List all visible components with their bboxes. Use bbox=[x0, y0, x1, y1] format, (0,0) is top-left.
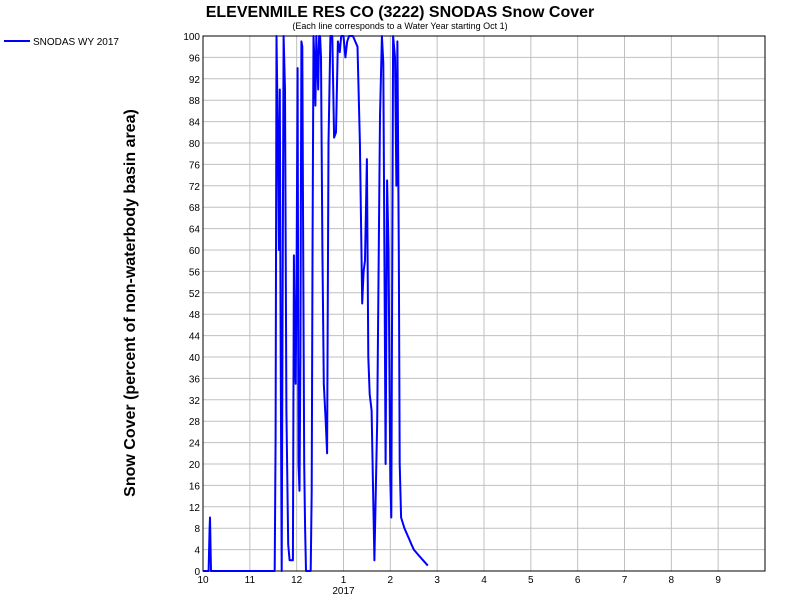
y-tick-label: 8 bbox=[194, 524, 200, 535]
y-tick-label: 48 bbox=[189, 310, 201, 321]
x-tick-label: 1 bbox=[341, 575, 347, 586]
y-tick-label: 92 bbox=[189, 75, 201, 86]
y-tick-label: 84 bbox=[189, 118, 201, 129]
y-tick-label: 88 bbox=[189, 96, 201, 107]
y-tick-label: 24 bbox=[189, 439, 201, 450]
y-tick-label: 20 bbox=[189, 460, 201, 471]
chart-subtitle: (Each line corresponds to a Water Year s… bbox=[292, 21, 507, 31]
y-tick-label: 12 bbox=[189, 503, 201, 514]
y-tick-label: 36 bbox=[189, 374, 201, 385]
series-layer bbox=[203, 35, 429, 572]
x-tick-label: 2 bbox=[388, 575, 394, 586]
y-tick-label: 16 bbox=[189, 481, 201, 492]
x-tick-label: 10 bbox=[197, 575, 209, 586]
chart-title: ELEVENMILE RES CO (3222) SNODAS Snow Cov… bbox=[206, 4, 595, 21]
y-tick-label: 96 bbox=[189, 53, 201, 64]
x-tick-label: 7 bbox=[622, 575, 628, 586]
x-year-label: 2017 bbox=[332, 586, 355, 597]
y-tick-label: 4 bbox=[194, 546, 200, 557]
series-line bbox=[203, 35, 429, 572]
y-tick-label: 56 bbox=[189, 267, 201, 278]
x-tick-label: 4 bbox=[481, 575, 487, 586]
x-tick-label: 3 bbox=[434, 575, 440, 586]
y-tick-label: 0 bbox=[194, 567, 200, 578]
y-tick-label: 80 bbox=[189, 139, 201, 150]
y-tick-label: 76 bbox=[189, 160, 201, 171]
x-tick-label: 6 bbox=[575, 575, 581, 586]
y-tick-label: 44 bbox=[189, 332, 201, 343]
y-tick-label: 72 bbox=[189, 182, 201, 193]
y-tick-label: 40 bbox=[189, 353, 201, 364]
legend: SNODAS WY 2017 bbox=[4, 37, 119, 48]
x-tick-label: 11 bbox=[245, 575, 256, 586]
y-tick-label: 52 bbox=[189, 289, 201, 300]
legend-label: SNODAS WY 2017 bbox=[33, 37, 119, 48]
y-tick-label: 32 bbox=[189, 396, 201, 407]
x-tick-label: 12 bbox=[291, 575, 303, 586]
y-tick-label: 64 bbox=[189, 225, 201, 236]
x-tick-label: 9 bbox=[715, 575, 721, 586]
y-tick-label: 100 bbox=[183, 32, 200, 43]
x-tick-label: 5 bbox=[528, 575, 534, 586]
y-tick-label: 28 bbox=[189, 417, 201, 428]
x-tick-label: 8 bbox=[669, 575, 675, 586]
axis-ticks: 0481216202428323640444852566064687276808… bbox=[183, 32, 721, 586]
y-axis-label: Snow Cover (percent of non-waterbody bas… bbox=[122, 109, 139, 497]
y-tick-label: 60 bbox=[189, 246, 201, 257]
plot-area bbox=[202, 35, 766, 572]
y-tick-label: 68 bbox=[189, 203, 201, 214]
